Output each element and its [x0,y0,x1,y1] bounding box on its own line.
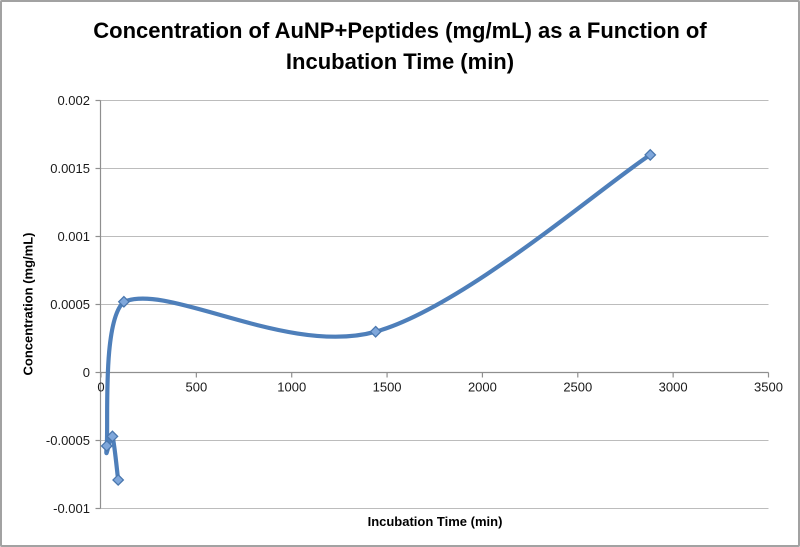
data-point-marker [117,295,131,308]
y-tick-label: 0 [83,365,90,380]
data-point-marker [106,430,119,443]
y-tick-label: 0.001 [57,229,90,244]
x-tick-label: 1000 [277,380,306,395]
x-tick-label: 3500 [754,380,783,395]
x-tick-label: 3000 [659,380,688,395]
x-tick-label: 1500 [373,380,402,395]
x-tick-label: 0 [97,380,104,395]
y-tick-label: -0.0005 [46,433,90,448]
y-tick-label: 0.0015 [50,161,90,176]
data-point-marker [112,473,125,487]
data-point-marker [100,439,113,453]
series-line [104,152,653,483]
data-point-marker [369,325,382,338]
data-point-marker [644,148,657,162]
y-tick-label: 0.0005 [50,297,90,312]
chart-title: Concentration of AuNP+Peptides (mg/mL) a… [93,18,707,74]
x-tick-label: 500 [186,380,208,395]
y-tick-label: -0.001 [53,501,90,516]
x-tick-label: 2500 [563,380,592,395]
x-tick-label: 2000 [468,380,497,395]
y-tick-label: 0.002 [57,93,90,108]
x-axis-title: Incubation Time (min) [367,514,503,529]
